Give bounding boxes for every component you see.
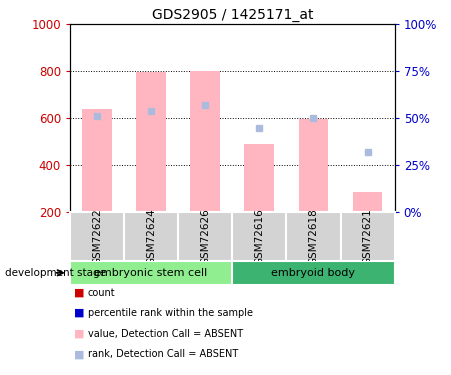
Bar — [353, 192, 382, 212]
Text: embryoid body: embryoid body — [272, 268, 355, 278]
Bar — [70, 261, 232, 285]
Text: GSM72622: GSM72622 — [92, 208, 102, 265]
Title: GDS2905 / 1425171_at: GDS2905 / 1425171_at — [152, 8, 313, 22]
Text: GSM72626: GSM72626 — [200, 208, 210, 265]
Bar — [299, 119, 328, 212]
Text: ■: ■ — [74, 288, 85, 297]
Bar — [70, 212, 124, 261]
Bar — [232, 261, 395, 285]
Text: GSM72621: GSM72621 — [363, 208, 373, 265]
Bar — [244, 144, 274, 212]
Bar — [232, 212, 286, 261]
Text: ■: ■ — [74, 308, 85, 318]
Text: count: count — [88, 288, 115, 297]
Text: ■: ■ — [74, 350, 85, 359]
Text: GSM72616: GSM72616 — [254, 208, 264, 265]
Bar — [136, 72, 166, 212]
Text: embryonic stem cell: embryonic stem cell — [94, 268, 208, 278]
Bar — [178, 212, 232, 261]
Text: percentile rank within the sample: percentile rank within the sample — [88, 308, 253, 318]
Text: GSM72618: GSM72618 — [308, 208, 318, 265]
Bar — [124, 212, 178, 261]
Bar — [82, 109, 112, 212]
Text: rank, Detection Call = ABSENT: rank, Detection Call = ABSENT — [88, 350, 238, 359]
Text: GSM72624: GSM72624 — [146, 208, 156, 265]
Text: ■: ■ — [74, 329, 85, 339]
Text: value, Detection Call = ABSENT: value, Detection Call = ABSENT — [88, 329, 243, 339]
Bar — [286, 212, 341, 261]
Bar — [190, 71, 220, 212]
Text: development stage: development stage — [5, 268, 106, 278]
Bar — [341, 212, 395, 261]
